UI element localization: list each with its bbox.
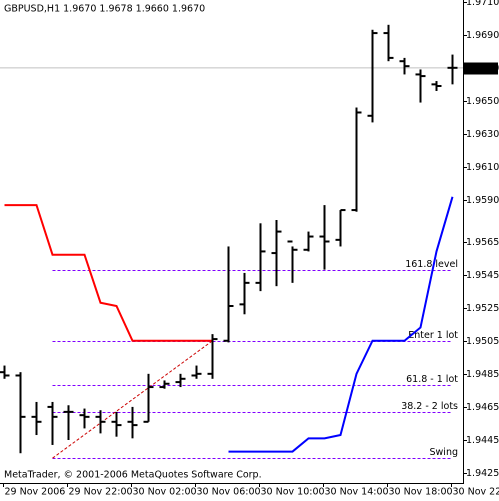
ohlc-bar xyxy=(255,223,266,292)
x-tick-label: 30 Nov 02:00 xyxy=(133,487,197,498)
x-tick-label: 30 Nov 06:00 xyxy=(197,487,261,498)
ohlc-bar xyxy=(383,24,394,62)
ohlc-bar xyxy=(47,401,58,445)
ohlc-bar xyxy=(95,410,106,434)
ohlc-bar xyxy=(191,365,202,379)
y-tick-label: 1.9425 xyxy=(466,468,499,479)
x-tick-label: 30 Nov 22:00 xyxy=(453,487,499,498)
y-tick-label: 1.9565 xyxy=(466,237,499,248)
ohlc-bar xyxy=(175,373,186,388)
level-label: 61.8 - 1 lot xyxy=(406,374,458,385)
ohlc-bar xyxy=(0,365,10,379)
ohlc-bar xyxy=(143,373,154,423)
x-tick-label: 29 Nov 2006 xyxy=(5,487,66,498)
bid-label-box xyxy=(464,62,498,75)
y-tick-label: 1.9525 xyxy=(466,303,499,314)
indicator-line xyxy=(4,204,213,342)
ohlc-bar xyxy=(367,29,378,123)
ohlc-bar xyxy=(15,372,26,454)
y-tick-label: 1.9445 xyxy=(466,435,499,446)
level-label: 161.8 level xyxy=(405,259,458,270)
ohlc-bar xyxy=(79,408,90,429)
x-tick-label: 30 Nov 10:00 xyxy=(261,487,325,498)
y-tick-label: 1.9710 xyxy=(466,0,499,8)
ohlc-bar xyxy=(415,69,426,103)
y-tick-label: 1.9505 xyxy=(466,336,499,347)
y-tick-label: 1.9485 xyxy=(466,369,499,380)
ohlc-bar xyxy=(207,334,218,379)
ohlc-bar xyxy=(111,411,122,437)
x-tick-label: 30 Nov 14:00 xyxy=(325,487,389,498)
ohlc-bar xyxy=(63,405,74,440)
ohlc-bar xyxy=(351,107,362,212)
y-tick-label: 1.9590 xyxy=(466,195,499,206)
x-tick-label: 29 Nov 22:00 xyxy=(69,487,133,498)
indicator-line xyxy=(228,196,454,453)
ohlc-bar xyxy=(287,240,298,283)
y-tick-label: 1.9650 xyxy=(466,96,499,107)
ohlc-bar xyxy=(431,81,442,91)
level-label: Swing xyxy=(430,447,459,458)
plot-area: 161.8 level Enter 1 lot 61.8 - 1 lot 38.2 -… xyxy=(0,24,463,459)
trend-line xyxy=(52,340,213,459)
level-label: Enter 1 lot xyxy=(408,330,458,341)
y-tick-label: 1.9630 xyxy=(466,129,499,140)
chart-title: GBPUSD,H1 1.9670 1.9678 1.9660 1.9670 xyxy=(4,4,205,15)
x-tick-label: 30 Nov 18:00 xyxy=(389,487,453,498)
ohlc-bar xyxy=(303,231,314,252)
ohlc-bar xyxy=(31,401,42,436)
y-tick-label: 1.9465 xyxy=(466,402,499,413)
ohlc-bar xyxy=(223,246,234,343)
ohlc-bar xyxy=(447,54,458,85)
footer: MetaTrader, © 2001-2006 MetaQuotes Softw… xyxy=(4,470,262,481)
y-tick-label: 1.9690 xyxy=(466,30,499,41)
y-tick-label: 1.9610 xyxy=(466,162,499,173)
level-label: 38.2 - 2 lots xyxy=(401,401,458,412)
ohlc-bar xyxy=(319,205,330,270)
ohlc-bar xyxy=(127,406,138,439)
ohlc-bar xyxy=(239,272,250,315)
y-tick-label: 1.9670 xyxy=(466,63,499,74)
ohlc-bar xyxy=(271,219,282,287)
ohlc-bar xyxy=(159,380,170,389)
ohlc-bar xyxy=(399,57,410,75)
ohlc-bar xyxy=(335,209,346,247)
y-tick-label: 1.9545 xyxy=(466,270,499,281)
